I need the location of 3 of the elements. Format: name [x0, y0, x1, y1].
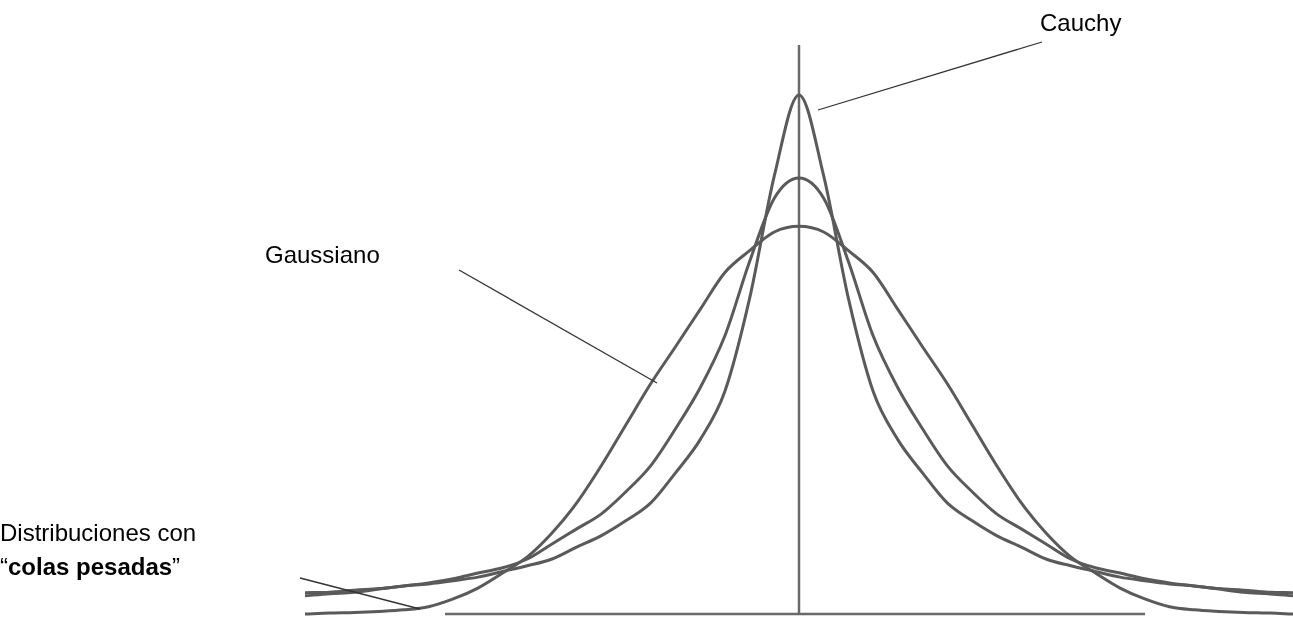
text: Distribuciones con “colas pesadas” [0, 519, 197, 580]
annotation: Gaussiano [265, 241, 380, 268]
text: Cauchy [1040, 8, 1122, 38]
